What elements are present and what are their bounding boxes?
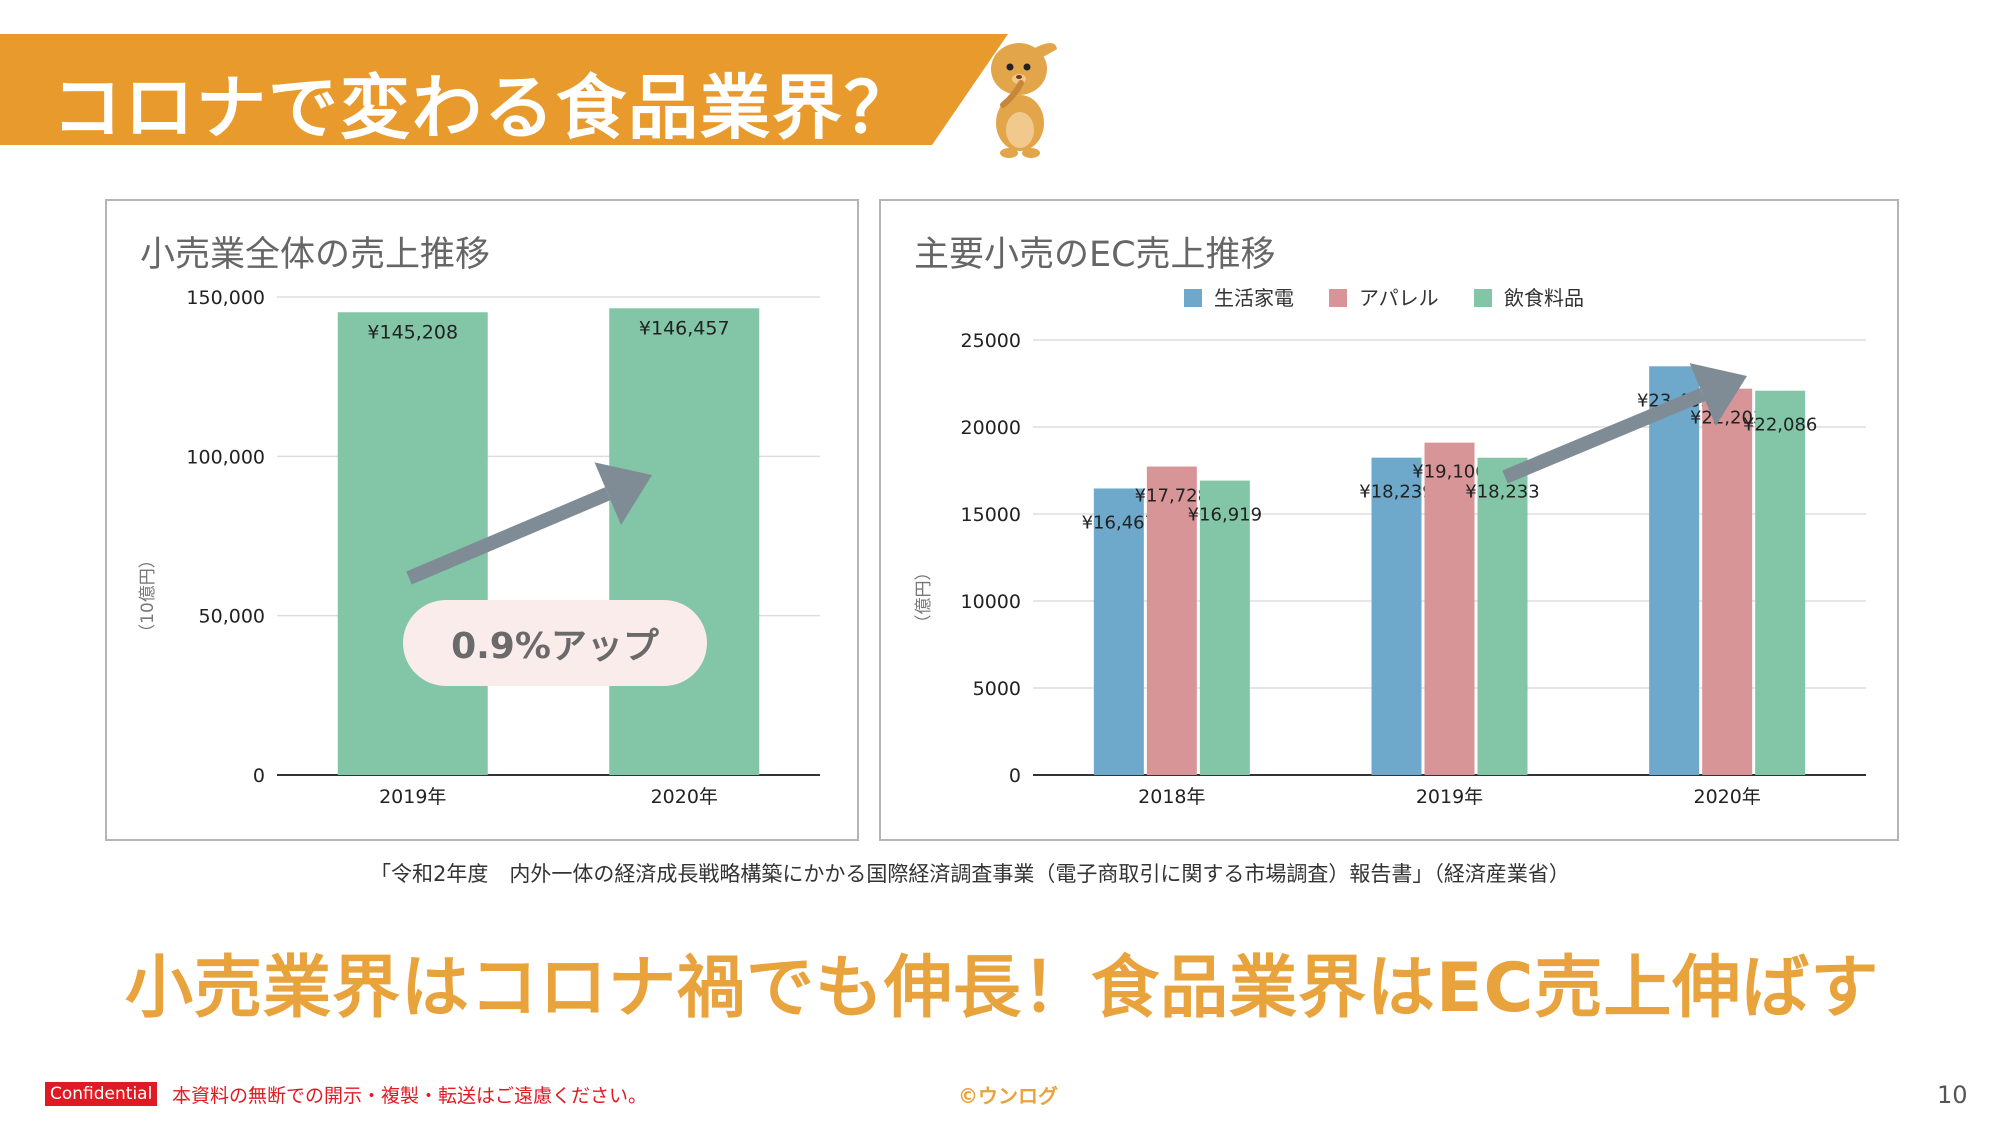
data-label: ¥18,233 xyxy=(1465,482,1539,503)
y-tick-label: 0 xyxy=(1009,765,1021,787)
data-label: ¥17,728 xyxy=(1135,486,1209,507)
y-tick-label: 20000 xyxy=(961,417,1021,439)
y-axis-label: （10億円） xyxy=(138,551,158,641)
title-banner xyxy=(0,34,1008,145)
chart-title: 主要小売のEC売上推移 xyxy=(914,235,1276,275)
data-label: ¥16,467 xyxy=(1082,512,1156,533)
data-label: ¥22,203 xyxy=(1690,408,1764,429)
data-label: ¥145,208 xyxy=(367,321,458,343)
retail-sales-bar-chart: 0 50,000 100,000 150,000 （10億円） ¥145,208 2019年… xyxy=(138,287,820,808)
bar xyxy=(1755,390,1806,775)
mascot-character-icon xyxy=(991,43,1057,158)
legend-label: 飲食料品 xyxy=(1504,286,1584,310)
ec-sales-grouped-bar-chart: 0 5000 10000 15000 20000 25000 （億円） 生活家電 アパレル 飲食料… xyxy=(914,286,1866,808)
brand-copyright: ©ウンログ xyxy=(958,1084,1058,1108)
bar xyxy=(337,312,488,775)
bar xyxy=(1146,466,1197,775)
data-label: ¥19,100 xyxy=(1412,462,1486,483)
y-tick-label: 50,000 xyxy=(199,606,265,628)
bar xyxy=(1649,366,1700,775)
bar xyxy=(1093,488,1144,775)
legend-swatch xyxy=(1474,289,1492,307)
legend-label: アパレル xyxy=(1359,286,1439,310)
bar xyxy=(1199,480,1250,775)
x-tick-label: 2020年 xyxy=(1693,786,1760,808)
y-tick-label: 150,000 xyxy=(186,287,265,309)
bar xyxy=(609,308,760,775)
page-title: コロナで変わる食品業界？ xyxy=(52,67,916,149)
data-label: ¥16,919 xyxy=(1188,505,1262,526)
trend-arrow-icon xyxy=(1502,363,1747,484)
ec-sales-chart-panel: 主要小売のEC売上推移 0 5000 10000 15000 20000 25000 （億円… xyxy=(879,199,1899,841)
bar xyxy=(1371,457,1422,775)
y-tick-label: 0 xyxy=(253,765,265,787)
source-citation: 「令和2年度 内外一体の経済成長戦略構築にかかる国際経済調査事業（電子商取引に関… xyxy=(370,862,1570,886)
x-tick-label: 2018年 xyxy=(1138,786,1205,808)
x-tick-label: 2019年 xyxy=(1416,786,1483,808)
legend-swatch xyxy=(1329,289,1347,307)
y-tick-label: 5000 xyxy=(973,678,1021,700)
x-tick-label: 2020年 xyxy=(651,786,718,808)
trend-arrow-icon xyxy=(406,462,652,585)
y-tick-label: 25000 xyxy=(961,330,1021,352)
confidential-note: 本資料の無断での開示・複製・転送はご遠慮ください。 xyxy=(172,1085,648,1107)
data-label: ¥18,239 xyxy=(1359,482,1433,503)
data-label: ¥22,086 xyxy=(1743,415,1817,436)
page-number: 10 xyxy=(1937,1081,1968,1109)
headline: 小売業界はコロナ禍でも伸長！食品業界はEC売上伸ばす xyxy=(125,949,1880,1028)
y-tick-label: 10000 xyxy=(961,591,1021,613)
bar xyxy=(1702,388,1753,775)
growth-callout-badge: 0.9%アップ xyxy=(403,600,707,686)
retail-sales-chart-panel: 小売業全体の売上推移 0 50,000 100,000 150,000 （10億円） ¥1… xyxy=(105,199,859,841)
y-tick-label: 100,000 xyxy=(186,446,265,468)
data-label: ¥146,457 xyxy=(639,317,730,339)
y-axis-label: （億円） xyxy=(914,564,934,632)
legend-swatch xyxy=(1184,289,1202,307)
y-tick-label: 15000 xyxy=(961,504,1021,526)
chart-title: 小売業全体の売上推移 xyxy=(140,235,491,275)
bar xyxy=(1424,442,1475,775)
bar xyxy=(1477,457,1528,775)
legend-label: 生活家電 xyxy=(1214,286,1294,310)
confidential-badge: Confidential xyxy=(45,1082,158,1106)
x-tick-label: 2019年 xyxy=(379,786,446,808)
